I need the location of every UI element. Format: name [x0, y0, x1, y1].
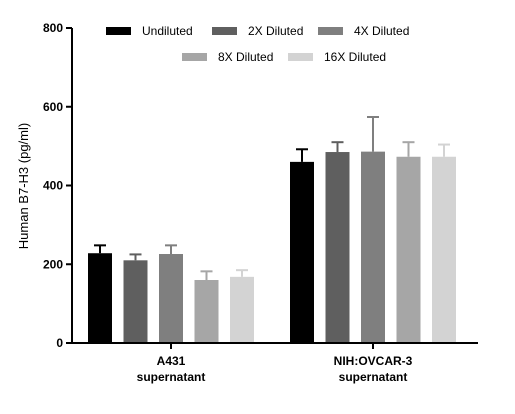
bar: [361, 151, 385, 343]
y-tick-label: 0: [56, 336, 63, 350]
x-category-label-line: NIH:OVCAR-3: [334, 354, 413, 368]
x-category-label-line: A431: [157, 354, 186, 368]
legend-swatch: [182, 53, 207, 61]
axes: 0 200 400 600 800 A431 supernatant NIH:OVCAR-3 s…: [43, 21, 478, 384]
y-tick-label: 400: [43, 179, 63, 193]
legend-label: 4X Diluted: [354, 24, 409, 38]
bar: [194, 280, 219, 343]
y-axis-title: Human B7-H3 (pg/ml): [16, 123, 31, 249]
x-category-label-line: supernatant: [137, 370, 206, 384]
legend-label: 2X Diluted: [248, 24, 303, 38]
y-tick-label: 800: [43, 21, 63, 35]
y-tick-label: 200: [43, 257, 63, 271]
bar: [123, 260, 148, 343]
legend-swatch: [288, 53, 313, 61]
legend-label: 8X Diluted: [218, 50, 273, 64]
legend-swatch: [318, 27, 343, 35]
bar: [432, 156, 456, 343]
x-category-label: A431 supernatant: [137, 354, 206, 384]
bar: [88, 253, 112, 343]
bars-layer: [88, 115, 456, 343]
y-tick-label: 600: [43, 100, 63, 114]
legend: Undiluted 2X Diluted 4X Diluted 8X Diluted 1…: [106, 24, 409, 64]
legend-label: 16X Diluted: [324, 50, 386, 64]
bar: [159, 254, 183, 343]
bar: [290, 161, 314, 343]
legend-label: Undiluted: [142, 24, 193, 38]
bar: [396, 156, 421, 343]
x-category-label: NIH:OVCAR-3 supernatant: [334, 354, 413, 384]
bar: [230, 276, 254, 343]
x-category-label-line: supernatant: [339, 370, 408, 384]
bar: [325, 152, 350, 343]
legend-swatch: [212, 27, 237, 35]
legend-swatch: [106, 27, 131, 35]
